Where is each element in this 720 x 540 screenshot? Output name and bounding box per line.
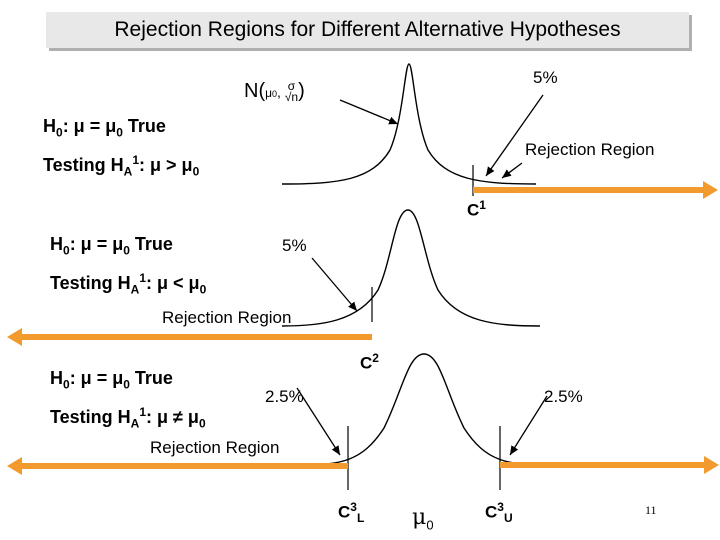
title-box: Rejection Regions for Different Alternat…	[46, 12, 689, 48]
pointer-arrow-distribution	[339, 99, 399, 125]
page-title: Rejection Regions for Different Alternat…	[114, 18, 621, 41]
axis-center-mu0: μ0	[412, 505, 434, 533]
h0-statement-3: H0: μ = μ0 True	[50, 368, 173, 392]
rejection-label-2: Rejection Region	[162, 308, 292, 327]
h0-statement-2: H0: μ = μ0 True	[50, 234, 173, 258]
percent-label-3-left: 2.5%	[265, 387, 304, 406]
distribution-mean-sub: 0	[272, 89, 278, 99]
page-number: 11	[645, 503, 657, 517]
distribution-n: N(	[244, 80, 266, 102]
distribution-sqrt: √n	[284, 89, 299, 104]
ha-statement-1: Testing HA1: μ > μ0	[43, 152, 200, 179]
normal-curve-2	[281, 209, 541, 327]
pointer-arrow-5pct-1	[485, 94, 544, 177]
rejection-label-1: Rejection Region	[525, 140, 655, 159]
critical-value-lower: C3L	[338, 500, 365, 526]
ha-statement-3: Testing HA1: μ ≠ μ0	[50, 404, 206, 431]
ha-statement-2: Testing HA1: μ < μ0	[50, 270, 207, 297]
distribution-sd: σ	[287, 78, 296, 93]
critical-value-1: C1	[467, 198, 486, 220]
percent-label-3-right: 2.5%	[544, 387, 583, 406]
panel-2-hypotheses: H0: μ = μ0 True Testing HA1: μ < μ0	[50, 231, 206, 303]
critical-value-2: C2	[360, 351, 379, 373]
rejection-arrow-left-2	[7, 328, 372, 346]
distribution-mean: μ	[265, 86, 273, 100]
pointer-arrow-rejection-1	[501, 162, 523, 179]
rejection-arrow-right-1	[473, 181, 718, 199]
critical-value-upper: C3U	[485, 500, 513, 526]
distribution-label: N(μ0, σ √n)	[244, 78, 305, 104]
percent-label-2: 5%	[282, 236, 307, 255]
pointer-arrow-5pct-2	[311, 257, 358, 312]
panel-3-hypotheses: H0: μ = μ0 True Testing HA1: μ ≠ μ0	[50, 365, 206, 437]
pointer-arrow-25pct-left	[296, 387, 341, 456]
distribution-close: )	[298, 80, 305, 102]
panel-1-hypotheses: H0: μ = μ0 True Testing HA1: μ > μ0	[43, 113, 199, 185]
normal-curve-1	[281, 63, 537, 185]
normal-curve-3	[299, 353, 549, 466]
pointer-arrow-25pct-right	[509, 395, 548, 456]
rejection-arrow-left-3	[7, 457, 348, 475]
rejection-arrow-right-3	[500, 456, 719, 474]
percent-label-1: 5%	[533, 68, 558, 87]
h0-statement-1: H0: μ = μ0 True	[43, 116, 166, 140]
rejection-label-3: Rejection Region	[150, 438, 280, 457]
